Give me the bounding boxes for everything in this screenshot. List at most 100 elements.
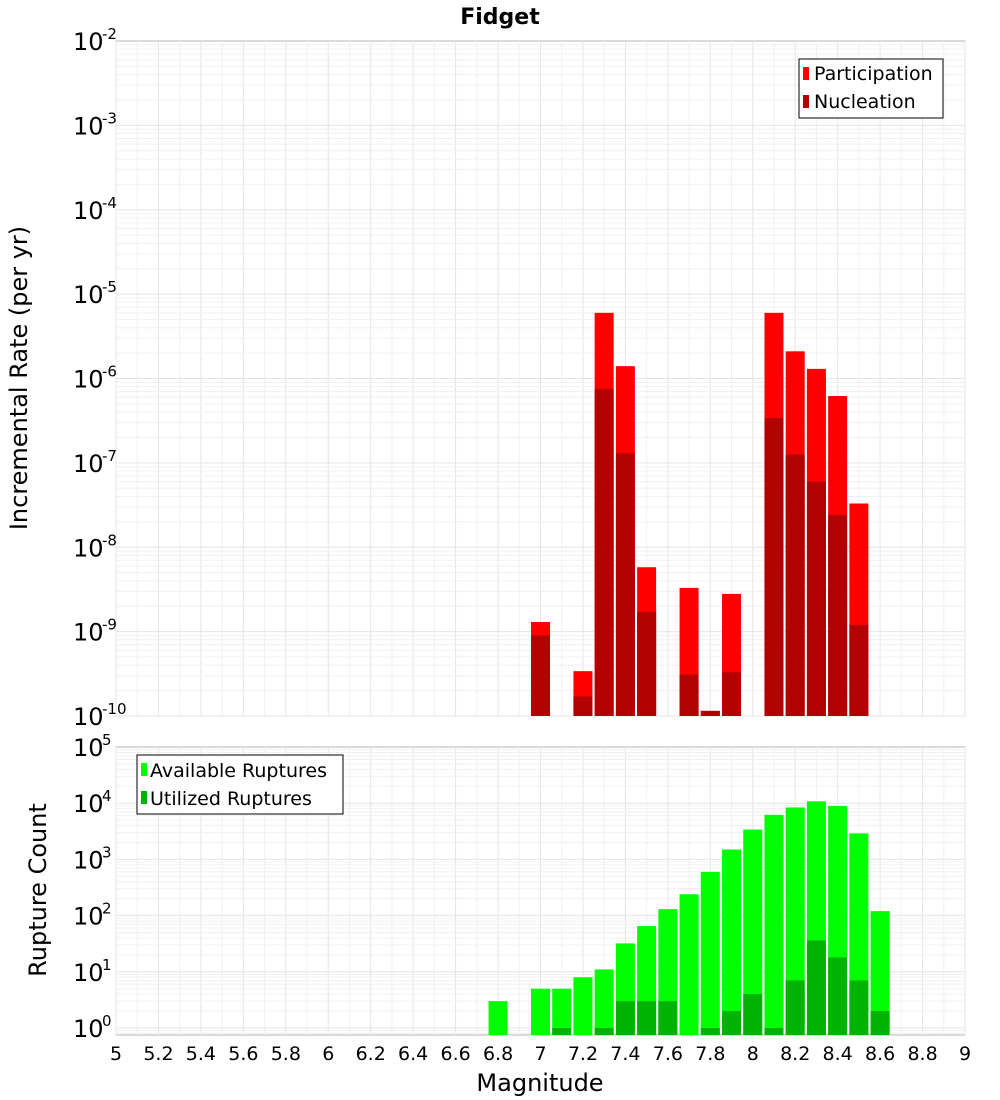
y-tick-label: 10: [73, 366, 104, 394]
y-tick-label: 10: [73, 790, 104, 818]
x-tick-label: 5.4: [186, 1043, 216, 1065]
x-tick-label: 8.2: [780, 1043, 810, 1065]
y-tick-label: 10: [73, 281, 104, 309]
x-tick-label: 7.6: [653, 1043, 683, 1065]
x-tick-label: 7.8: [695, 1043, 725, 1065]
bottom-bar-utilized-ruptures: [806, 940, 826, 1035]
y-tick-label: 10: [73, 1015, 104, 1043]
bottom-bar-available-ruptures: [573, 977, 593, 1035]
x-tick-label: 5.6: [228, 1043, 258, 1065]
bottom-bar-utilized-ruptures: [594, 1027, 614, 1035]
bottom-bar-utilized-ruptures: [637, 1001, 657, 1035]
top-bar-nucleation: [806, 481, 826, 716]
bottom-bars: [488, 801, 890, 1035]
top-bar-nucleation: [615, 453, 635, 716]
y-tick-exponent: -7: [102, 447, 117, 465]
chart-title: Fidget: [460, 5, 540, 30]
y-tick-exponent: 3: [102, 843, 112, 861]
bottom-bar-utilized-ruptures: [722, 1011, 742, 1035]
bottom-bar-utilized-ruptures: [743, 994, 763, 1035]
bottom-bar-available-ruptures: [552, 988, 572, 1035]
y-tick-exponent: 2: [102, 900, 112, 918]
legend-swatch-participation: [803, 67, 809, 80]
bottom-bar-available-ruptures: [764, 814, 784, 1035]
bottom-bar-available-ruptures: [700, 871, 720, 1035]
x-tick-label: 5.2: [143, 1043, 173, 1065]
x-axis-ticks: 5 5.2 5.4 5.6 5.8 6 6.2 6.4 6.6 6.8 7 7.2 7.4 7.6 7.8 8…: [110, 1043, 971, 1065]
bottom-bar-available-ruptures: [870, 911, 890, 1035]
bottom-bar-utilized-ruptures: [615, 1001, 635, 1035]
bottom-bar-utilized-ruptures: [764, 1027, 784, 1035]
bottom-bar-utilized-ruptures: [870, 1011, 890, 1035]
x-tick-label: 5.8: [271, 1043, 301, 1065]
top-bar-nucleation: [700, 710, 720, 716]
top-bar-nucleation: [594, 389, 614, 716]
top-legend: Participation Nucleation: [798, 58, 944, 119]
top-bar-nucleation: [531, 635, 550, 716]
y-tick-exponent: -9: [102, 616, 117, 634]
x-tick-label: 8.8: [907, 1043, 937, 1065]
bottom-legend-box: [136, 754, 344, 815]
bottom-bar-utilized-ruptures: [552, 1027, 572, 1035]
x-tick-label: 6.2: [356, 1043, 386, 1065]
bottom-bar-utilized-ruptures: [658, 1001, 678, 1035]
legend-label-available-ruptures: Available Ruptures: [150, 760, 327, 782]
bottom-y-axis-label: Rupture Count: [24, 803, 52, 977]
top-bar-nucleation: [785, 454, 805, 716]
y-tick-label: 10: [73, 28, 104, 56]
top-bar-nucleation: [764, 418, 784, 716]
x-tick-label: 6.8: [483, 1043, 513, 1065]
legend-label-nucleation: Nucleation: [814, 91, 916, 113]
x-tick-label: 8: [747, 1043, 759, 1065]
x-tick-label: 8.4: [823, 1043, 853, 1065]
top-legend-box: [798, 58, 944, 119]
x-tick-label: 6.6: [440, 1043, 470, 1065]
y-tick-exponent: 4: [102, 787, 112, 805]
x-axis-label: Magnitude: [476, 1069, 603, 1097]
top-panel: 10-210-310-410-510-610-710-810-910-10 In…: [5, 25, 966, 731]
top-bars: [531, 312, 869, 716]
y-tick-label: 10: [73, 112, 104, 140]
y-tick-exponent: -5: [102, 278, 117, 296]
y-tick-exponent: -10: [102, 700, 127, 718]
bottom-bar-utilized-ruptures: [828, 957, 848, 1035]
y-tick-label: 10: [73, 703, 104, 731]
legend-swatch-utilized-ruptures: [141, 791, 147, 804]
bottom-bar-available-ruptures: [722, 849, 742, 1035]
legend-label-utilized-ruptures: Utilized Ruptures: [150, 788, 312, 810]
y-tick-exponent: 0: [102, 1012, 112, 1030]
bottom-bar-utilized-ruptures: [849, 980, 869, 1035]
x-tick-label: 6.4: [398, 1043, 428, 1065]
top-bar-nucleation: [722, 672, 742, 716]
x-tick-label: 9: [959, 1043, 971, 1065]
y-tick-exponent: 1: [102, 956, 112, 974]
y-tick-label: 10: [73, 846, 104, 874]
y-tick-label: 10: [73, 959, 104, 987]
top-bar-nucleation: [637, 612, 657, 716]
y-tick-label: 10: [73, 903, 104, 931]
x-tick-label: 7: [534, 1043, 546, 1065]
bottom-bar-utilized-ruptures: [700, 1027, 720, 1035]
y-tick-exponent: -4: [102, 194, 117, 212]
bottom-bar-available-ruptures: [679, 894, 699, 1035]
y-tick-label: 10: [73, 734, 104, 762]
y-tick-label: 10: [73, 534, 104, 562]
x-tick-label: 8.6: [865, 1043, 895, 1065]
x-tick-label: 6: [322, 1043, 334, 1065]
x-tick-label: 7.2: [568, 1043, 598, 1065]
legend-swatch-nucleation: [803, 95, 809, 108]
y-tick-label: 10: [73, 450, 104, 478]
y-tick-exponent: -3: [102, 109, 117, 127]
bottom-bar-available-ruptures: [531, 988, 550, 1035]
bottom-bar-available-ruptures: [785, 807, 805, 1035]
x-tick-label: 5: [110, 1043, 122, 1065]
legend-label-participation: Participation: [814, 63, 933, 85]
top-bar-nucleation: [573, 696, 593, 716]
bottom-bar-available-ruptures: [488, 1001, 508, 1035]
legend-swatch-available-ruptures: [141, 763, 147, 776]
y-tick-exponent: -8: [102, 531, 117, 549]
top-y-axis-label: Incremental Rate (per yr): [5, 226, 33, 530]
top-bar-nucleation: [849, 624, 869, 716]
